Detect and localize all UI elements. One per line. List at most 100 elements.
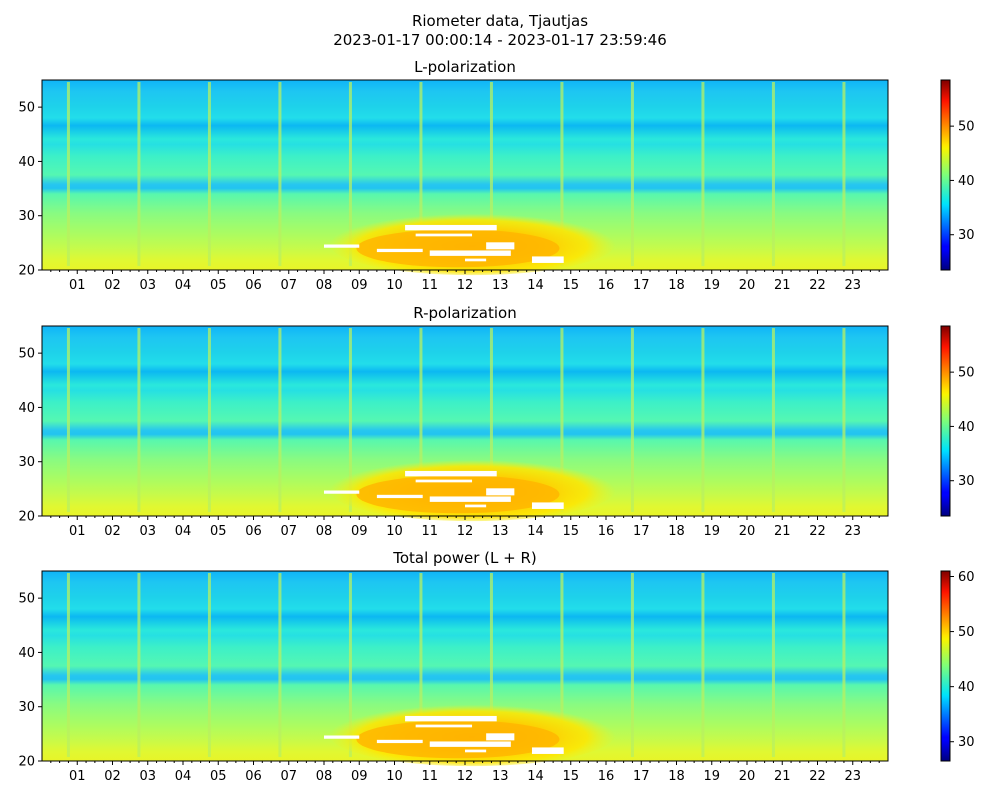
x-tick-label: 03 xyxy=(139,769,156,784)
x-tick-label: 10 xyxy=(386,278,403,293)
x-tick-label: 05 xyxy=(210,769,227,784)
saturated-patch xyxy=(486,242,515,250)
x-tick-label: 07 xyxy=(280,278,297,293)
x-tick-label: 01 xyxy=(69,278,86,293)
x-tick-label: 17 xyxy=(633,278,650,293)
x-tick-label: 15 xyxy=(562,524,579,539)
calibration-stripe xyxy=(419,328,423,512)
calibration-stripe xyxy=(137,82,141,266)
x-tick-label: 16 xyxy=(598,524,615,539)
calibration-stripe xyxy=(630,82,634,266)
calibration-stripe xyxy=(207,328,211,512)
y-tick-label: 40 xyxy=(18,646,35,661)
x-tick-label: 20 xyxy=(739,278,756,293)
y-tick-label: 40 xyxy=(18,155,35,170)
calibration-stripe xyxy=(278,328,282,512)
x-tick-label: 13 xyxy=(492,524,509,539)
x-tick-label: 09 xyxy=(351,278,368,293)
x-tick-label: 08 xyxy=(316,769,333,784)
saturated-patch xyxy=(415,724,473,728)
x-tick-label: 04 xyxy=(175,278,192,293)
x-tick-label: 12 xyxy=(457,278,474,293)
x-tick-label: 22 xyxy=(809,769,826,784)
y-tick-label: 40 xyxy=(18,401,35,416)
colorbar-gradient xyxy=(940,79,951,271)
interference-core xyxy=(356,475,560,514)
calibration-stripe xyxy=(278,573,282,757)
x-tick-label: 11 xyxy=(421,769,438,784)
saturated-patch xyxy=(324,735,360,739)
x-tick-label: 19 xyxy=(703,769,720,784)
calibration-stripe xyxy=(842,82,846,266)
calibration-stripe xyxy=(842,573,846,757)
saturated-patch xyxy=(465,749,487,753)
saturated-patch xyxy=(405,470,497,477)
panel-title: Total power (L + R) xyxy=(392,549,537,567)
x-tick-label: 20 xyxy=(739,769,756,784)
x-tick-label: 16 xyxy=(598,769,615,784)
x-tick-label: 22 xyxy=(809,278,826,293)
colorbar: 30 40 50 60 xyxy=(940,570,975,762)
colorbar-tick-label: 50 xyxy=(958,366,975,381)
saturated-patch xyxy=(429,250,511,256)
calibration-stripe xyxy=(419,573,423,757)
calibration-stripe xyxy=(842,328,846,512)
calibration-stripe xyxy=(771,328,775,512)
y-tick-label: 30 xyxy=(18,455,35,470)
calibration-stripe xyxy=(489,328,493,512)
x-tick-label: 08 xyxy=(316,524,333,539)
calibration-stripe xyxy=(137,328,141,512)
calibration-stripe xyxy=(489,573,493,757)
x-tick-label: 23 xyxy=(844,524,861,539)
x-tick-label: 05 xyxy=(210,278,227,293)
y-tick-label: 20 xyxy=(18,755,35,770)
y-tick-label: 50 xyxy=(18,101,35,116)
interference-core xyxy=(356,229,560,268)
x-tick-label: 04 xyxy=(175,769,192,784)
saturated-patch xyxy=(531,747,564,754)
colorbar-tick-label: 50 xyxy=(958,625,975,640)
calibration-stripe xyxy=(137,573,141,757)
x-tick-label: 23 xyxy=(844,769,861,784)
calibration-stripe xyxy=(207,82,211,266)
saturated-patch xyxy=(405,224,497,231)
calibration-stripe xyxy=(278,82,282,266)
saturated-patch xyxy=(376,494,423,499)
x-tick-label: 10 xyxy=(386,769,403,784)
calibration-stripe xyxy=(66,328,70,512)
x-tick-label: 01 xyxy=(69,769,86,784)
panel-title: L-polarization xyxy=(414,58,516,76)
saturated-patch xyxy=(324,244,360,248)
x-tick-label: 03 xyxy=(139,278,156,293)
y-tick-label: 30 xyxy=(18,700,35,715)
x-tick-label: 17 xyxy=(633,524,650,539)
calibration-stripe xyxy=(207,573,211,757)
x-tick-label: 16 xyxy=(598,278,615,293)
colorbar-tick-label: 40 xyxy=(958,174,975,189)
saturated-patch xyxy=(429,496,511,502)
x-tick-label: 14 xyxy=(527,278,544,293)
x-tick-label: 13 xyxy=(492,769,509,784)
x-tick-label: 12 xyxy=(457,524,474,539)
x-tick-label: 05 xyxy=(210,524,227,539)
saturated-patch xyxy=(465,504,487,508)
saturated-patch xyxy=(486,488,515,496)
calibration-stripe xyxy=(560,573,564,757)
y-tick-label: 50 xyxy=(18,347,35,362)
x-tick-label: 15 xyxy=(562,769,579,784)
x-tick-label: 02 xyxy=(104,769,121,784)
x-tick-label: 04 xyxy=(175,524,192,539)
y-tick-label: 30 xyxy=(18,209,35,224)
saturated-patch xyxy=(531,256,564,263)
y-tick-label: 20 xyxy=(18,510,35,525)
x-tick-label: 11 xyxy=(421,524,438,539)
x-tick-label: 18 xyxy=(668,278,685,293)
figure-subtitle: 2023-01-17 00:00:14 - 2023-01-17 23:59:4… xyxy=(333,31,667,49)
panel-1: L-polarization 20 30 40 50 01 02 03 04 05 06 07 08 09… xyxy=(18,58,974,293)
colorbar: 30 40 50 xyxy=(940,325,975,517)
calibration-stripe xyxy=(489,82,493,266)
x-tick-label: 20 xyxy=(739,524,756,539)
x-tick-label: 23 xyxy=(844,278,861,293)
x-tick-label: 21 xyxy=(774,769,791,784)
